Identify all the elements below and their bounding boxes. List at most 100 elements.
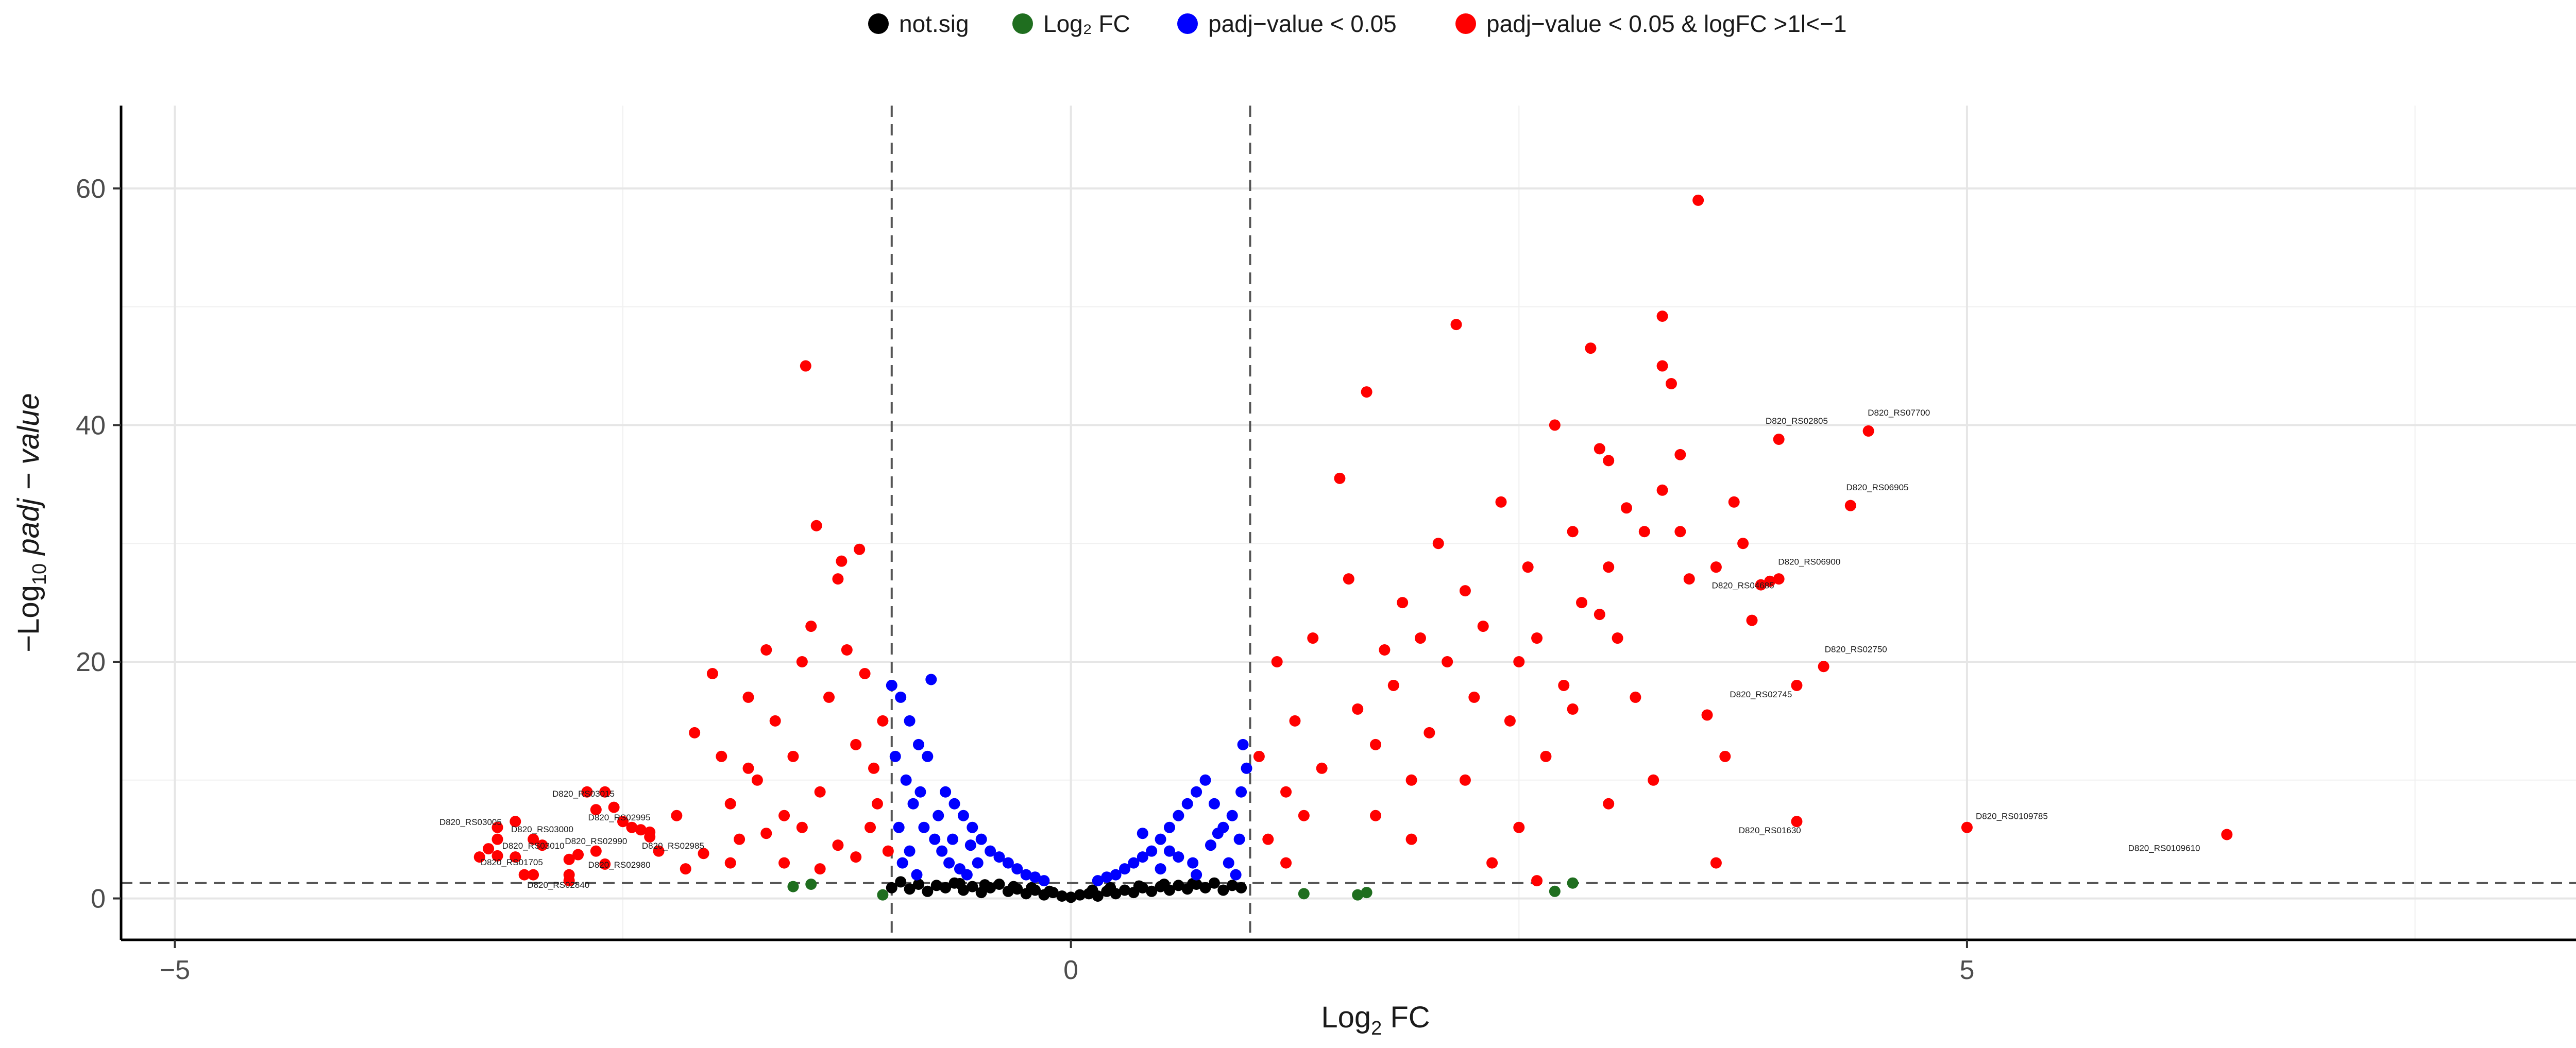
data-point xyxy=(877,889,889,901)
data-point xyxy=(954,878,965,889)
legend-marker xyxy=(1012,13,1033,34)
data-point xyxy=(1280,786,1292,798)
data-point xyxy=(1531,632,1543,644)
data-point xyxy=(1719,750,1731,762)
data-point xyxy=(1163,845,1175,857)
data-point xyxy=(889,750,901,762)
data-point xyxy=(1199,882,1211,894)
data-point xyxy=(724,857,736,869)
data-point xyxy=(865,821,876,833)
data-point xyxy=(1361,887,1372,899)
data-point xyxy=(698,848,709,860)
data-point xyxy=(1289,715,1301,727)
data-point xyxy=(1226,880,1238,891)
data-point xyxy=(1513,821,1525,833)
data-point xyxy=(1002,857,1014,869)
data-point xyxy=(1549,885,1561,897)
data-point xyxy=(1137,851,1148,863)
data-point xyxy=(1773,434,1785,445)
data-point xyxy=(1343,573,1354,585)
data-point xyxy=(1710,561,1722,573)
data-point xyxy=(492,833,503,845)
point-label: D820_RS03000 xyxy=(511,824,573,834)
data-point xyxy=(929,833,941,845)
data-point xyxy=(1656,311,1668,322)
data-point xyxy=(1298,810,1310,821)
data-point xyxy=(1459,774,1471,786)
data-point xyxy=(896,857,908,869)
data-point xyxy=(1674,449,1686,460)
data-point xyxy=(882,845,894,857)
data-point xyxy=(1513,656,1525,667)
data-point xyxy=(895,876,907,888)
data-point xyxy=(904,845,916,857)
data-point xyxy=(1674,526,1686,538)
point-label: D820_RS02985 xyxy=(642,841,704,851)
point-label: D820_RS02990 xyxy=(565,836,627,846)
data-point xyxy=(608,801,620,813)
data-point xyxy=(1656,484,1668,496)
data-point xyxy=(1862,425,1874,437)
data-point xyxy=(1576,597,1588,609)
data-point xyxy=(1468,691,1480,703)
data-point xyxy=(914,786,926,798)
point-label: D820_RS01630 xyxy=(1739,826,1801,835)
data-point xyxy=(993,879,1005,890)
data-point xyxy=(1818,661,1829,673)
data-point xyxy=(1549,419,1561,431)
data-points xyxy=(473,194,2233,903)
data-point xyxy=(1137,828,1148,839)
data-point xyxy=(2221,829,2233,840)
data-point xyxy=(1316,762,1328,774)
data-point xyxy=(979,879,991,891)
data-point xyxy=(957,810,969,821)
point-label: D820_RS03015 xyxy=(552,789,615,799)
data-point xyxy=(1237,738,1249,750)
data-point xyxy=(1056,890,1068,902)
data-point xyxy=(1397,597,1409,609)
data-point xyxy=(1029,871,1041,883)
data-point xyxy=(1146,845,1158,857)
data-point xyxy=(1173,880,1184,891)
data-point xyxy=(644,831,656,843)
data-point xyxy=(823,691,835,703)
data-point xyxy=(1241,762,1252,774)
data-point xyxy=(877,715,889,727)
data-point xyxy=(948,798,960,810)
data-point xyxy=(1486,857,1498,869)
data-point xyxy=(1119,863,1130,875)
grid xyxy=(121,106,2576,940)
data-point xyxy=(1728,496,1740,508)
data-point xyxy=(967,881,978,892)
data-point xyxy=(510,851,521,863)
data-point xyxy=(1226,810,1238,821)
point-label: D820_RS04685 xyxy=(1712,581,1774,591)
data-point xyxy=(1567,877,1579,889)
data-point xyxy=(1442,656,1453,667)
data-point xyxy=(1522,561,1534,573)
data-point xyxy=(778,857,790,869)
data-point xyxy=(1594,443,1605,455)
data-point xyxy=(1665,378,1677,389)
data-point xyxy=(1764,575,1776,587)
data-point xyxy=(1594,609,1605,621)
data-point xyxy=(599,858,611,870)
data-point xyxy=(769,715,781,727)
data-point xyxy=(886,679,897,691)
data-point xyxy=(1146,885,1158,897)
data-point xyxy=(1603,561,1615,573)
data-point xyxy=(810,520,822,531)
data-point xyxy=(1155,863,1166,875)
data-point xyxy=(1087,884,1098,896)
data-point xyxy=(742,691,754,703)
data-point xyxy=(1334,472,1346,484)
data-point xyxy=(1187,857,1199,869)
data-point xyxy=(967,821,978,833)
point-label: D820_RS02805 xyxy=(1766,416,1828,426)
legend-label: Log₂ FC xyxy=(1043,10,1130,37)
data-point xyxy=(1253,750,1265,762)
data-point xyxy=(1043,885,1055,897)
data-point xyxy=(1038,875,1050,887)
